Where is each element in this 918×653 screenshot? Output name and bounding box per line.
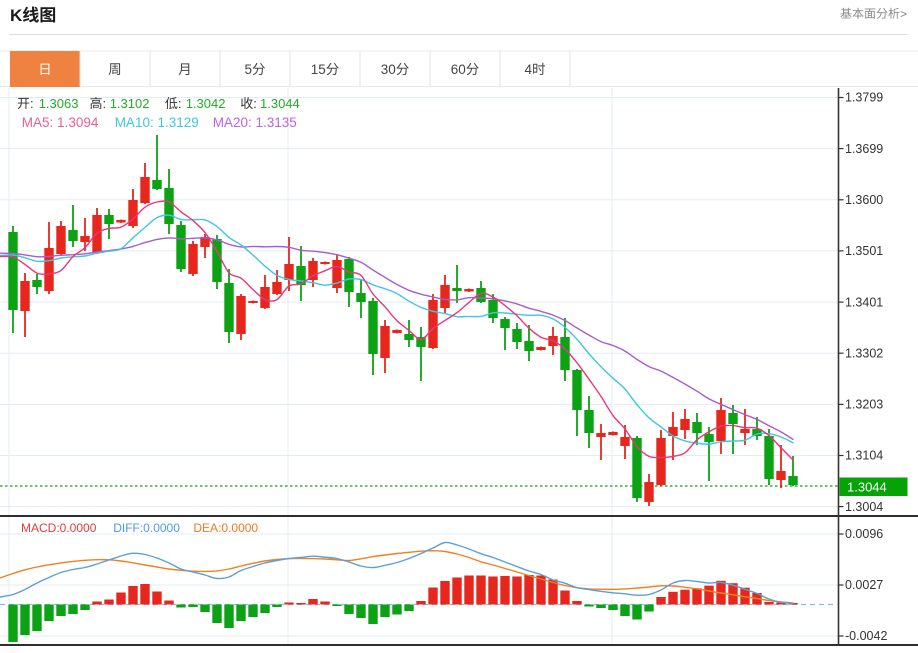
- svg-text:1.3501: 1.3501: [845, 244, 883, 258]
- svg-text:1.3004: 1.3004: [845, 500, 883, 514]
- svg-text:MA5: 1.3094: MA5: 1.3094: [22, 115, 99, 130]
- svg-text:1.3044: 1.3044: [260, 96, 300, 111]
- svg-text:4: 4: [525, 62, 533, 77]
- svg-text::: :: [103, 96, 107, 111]
- svg-text:0.0096: 0.0096: [845, 527, 883, 541]
- svg-text::: :: [253, 96, 257, 111]
- svg-text:5: 5: [245, 62, 253, 77]
- svg-text:30: 30: [381, 62, 396, 77]
- svg-text:1.3104: 1.3104: [845, 449, 883, 463]
- svg-text:K: K: [10, 6, 23, 25]
- svg-text::: :: [30, 96, 34, 111]
- svg-text:MACD:0.0000: MACD:0.0000: [21, 521, 97, 535]
- svg-text::: :: [178, 96, 182, 111]
- svg-text:1.3401: 1.3401: [845, 295, 883, 309]
- svg-text:1.3042: 1.3042: [186, 96, 226, 111]
- svg-text:-0.0042: -0.0042: [845, 629, 887, 643]
- svg-text:>: >: [900, 7, 907, 21]
- svg-text:0.0027: 0.0027: [845, 578, 883, 592]
- svg-text:1.3063: 1.3063: [39, 96, 79, 111]
- svg-text:1.3302: 1.3302: [845, 346, 883, 360]
- svg-text:1.3699: 1.3699: [845, 142, 883, 156]
- svg-text:15: 15: [311, 62, 326, 77]
- svg-text:1.3102: 1.3102: [110, 96, 150, 111]
- svg-text:1.3044: 1.3044: [847, 480, 887, 495]
- svg-text:1.3799: 1.3799: [845, 91, 883, 105]
- svg-text:MA20: 1.3135: MA20: 1.3135: [213, 115, 297, 130]
- svg-text:1.3600: 1.3600: [845, 193, 883, 207]
- svg-text:DEA:0.0000: DEA:0.0000: [193, 521, 258, 535]
- svg-text:MA10: 1.3129: MA10: 1.3129: [115, 115, 199, 130]
- svg-text:1.3203: 1.3203: [845, 398, 883, 412]
- svg-text:60: 60: [451, 62, 466, 77]
- svg-text:DIFF:0.0000: DIFF:0.0000: [113, 521, 180, 535]
